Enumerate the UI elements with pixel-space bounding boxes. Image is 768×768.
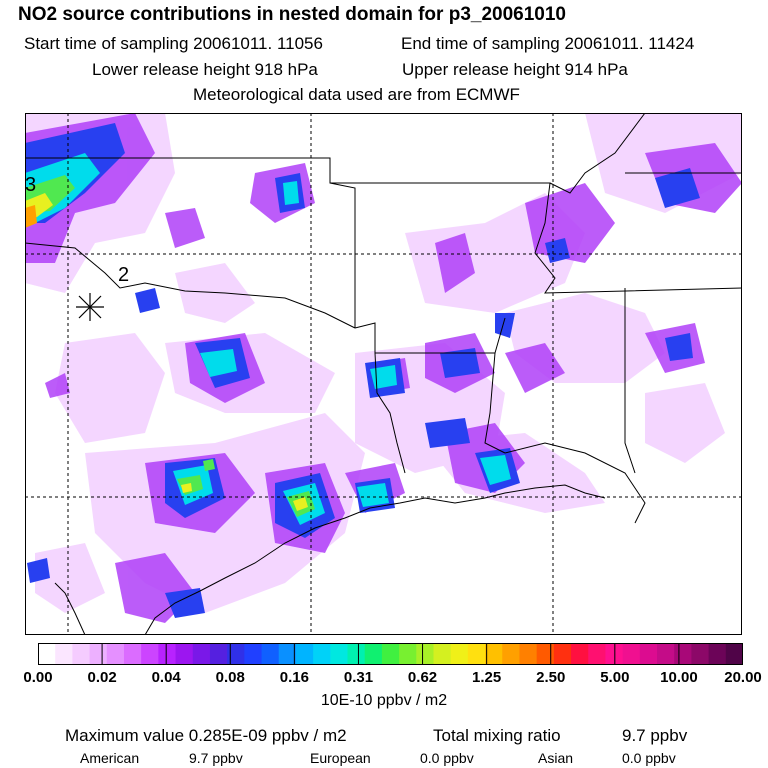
colorbar-cell (38, 643, 56, 665)
colorbar-cell (502, 643, 521, 665)
colorbar-cell (106, 643, 125, 665)
colorbar-cell (467, 643, 486, 665)
european-label: European (310, 750, 371, 766)
state-boundaries (25, 113, 742, 524)
colorbar-cell (158, 643, 177, 665)
upper-height-label: Upper release height 914 hPa (402, 60, 628, 79)
colorbar-cell (639, 643, 658, 665)
marker-label-2: 2 (118, 264, 129, 286)
colorbar-cell (192, 643, 211, 665)
colorbar-cell (330, 643, 349, 665)
colorbar-tick-label: 0.62 (407, 669, 438, 686)
colorbar-cell (278, 643, 297, 665)
total-mixing-ratio-value: 9.7 ppbv (622, 726, 688, 745)
colorbar-cell (536, 643, 555, 665)
colorbar (38, 643, 743, 665)
colorbar-units: 10E-10 ppbv / m2 (320, 692, 448, 709)
colorbar-cell (72, 643, 91, 665)
colorbar-cell (55, 643, 73, 665)
colorbar-tick-label: 0.16 (279, 669, 309, 686)
colorbar-cell (209, 643, 228, 665)
colorbar-cell (657, 643, 675, 665)
colorbar-cell (622, 643, 641, 665)
colorbar-tick-label: 0.02 (87, 669, 117, 686)
colorbar-dividers (101, 643, 680, 665)
colorbar-tick-label: 0.31 (343, 669, 374, 686)
colorbar-cell (313, 643, 331, 665)
colorbar-cell (674, 643, 693, 665)
colorbar-cell (175, 643, 194, 665)
colorbar-cells (38, 643, 743, 665)
page-title: NO2 source contributions in nested domai… (18, 4, 566, 25)
colorbar-tick-label: 10.00 (660, 669, 698, 686)
colorbar-cell (227, 643, 245, 665)
american-value: 9.7 ppbv (189, 750, 243, 766)
map-frame (25, 113, 742, 635)
colorbar-tick-label: 0.00 (23, 669, 53, 686)
colorbar-tick-label: 2.50 (536, 669, 566, 686)
plume-orange-layer (25, 205, 37, 228)
colorbar-cell (571, 643, 589, 665)
colorbar-cell (123, 643, 142, 665)
colorbar-cell (691, 643, 710, 665)
grid-lines (25, 113, 742, 635)
colorbar-cell (244, 643, 263, 665)
max-value-label: Maximum value 0.285E-09 ppbv / m2 (65, 726, 347, 745)
colorbar-tick-label: 20.00 (724, 669, 762, 686)
end-time-label: End time of sampling 20061011. 11424 (401, 34, 695, 53)
colorbar-cell (433, 643, 452, 665)
colorbar-cell (347, 643, 366, 665)
colorbar-cell (399, 643, 417, 665)
colorbar-cell (708, 643, 727, 665)
colorbar-cell (485, 643, 503, 665)
colorbar-tick-label: 0.04 (151, 669, 181, 686)
colorbar-frame (38, 643, 743, 665)
colorbar-tick-label: 1.25 (472, 669, 502, 686)
release-site-icon (76, 293, 104, 321)
met-data-label: Meteorological data used are from ECMWF (193, 85, 520, 104)
colorbar-cell (725, 643, 743, 665)
colorbar-cell (295, 643, 314, 665)
colorbar-cell (450, 643, 469, 665)
colorbar-cell (141, 643, 159, 665)
colorbar-cell (519, 643, 538, 665)
colorbar-cell (416, 643, 435, 665)
coastline (54, 484, 606, 635)
colorbar-cell (588, 643, 607, 665)
colorbar-cell (261, 643, 280, 665)
american-label: American (80, 750, 140, 766)
colorbar-tick-label: 0.08 (215, 669, 245, 686)
total-mixing-ratio-label: Total mixing ratio (433, 726, 561, 745)
colorbar-cell (553, 643, 572, 665)
marker-label-3: 3 (25, 174, 36, 196)
european-value: 0.0 ppbv (420, 750, 474, 766)
colorbar-cell (364, 643, 383, 665)
start-time-label: Start time of sampling 20061011. 11056 (24, 34, 323, 53)
asian-value: 0.0 ppbv (622, 750, 676, 766)
colorbar-cell (89, 643, 108, 665)
colorbar-tick-label: 5.00 (600, 669, 630, 686)
colorbar-cell (381, 643, 400, 665)
contribution-map: 3 2 (25, 113, 742, 635)
asian-label: Asian (538, 750, 574, 766)
lower-height-label: Lower release height 918 hPa (92, 60, 318, 79)
